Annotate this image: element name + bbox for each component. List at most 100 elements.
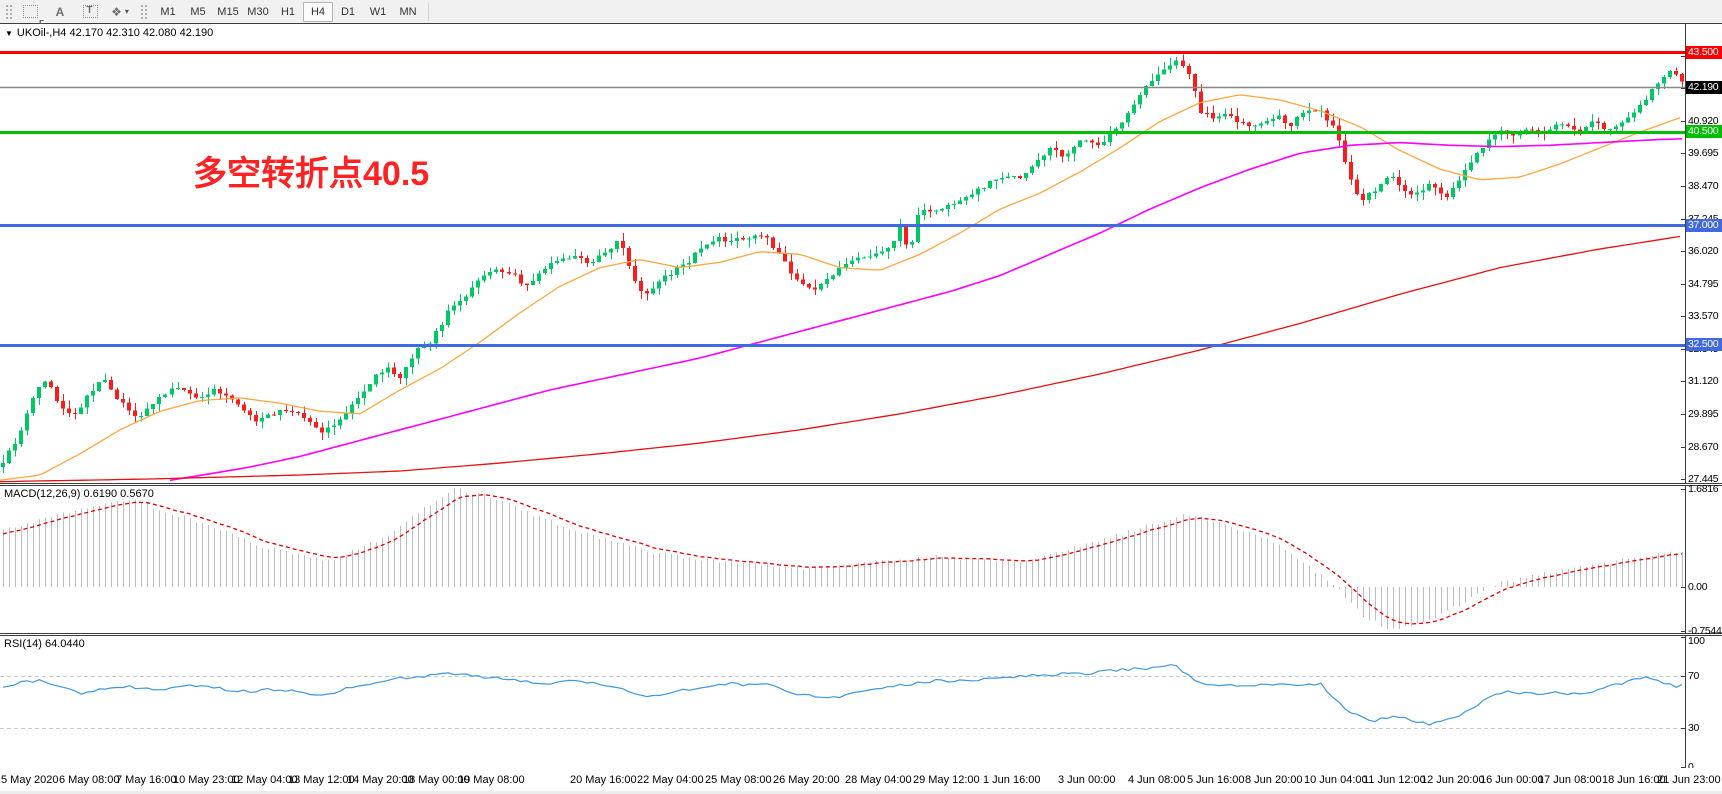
rsi-tick-label: 70: [1688, 670, 1700, 682]
macd-tick: [1681, 587, 1685, 588]
macd-tick: [1681, 489, 1685, 490]
text-box-tool-icon[interactable]: T: [78, 2, 102, 22]
time-axis-label: 29 May 12:00: [913, 774, 980, 786]
time-axis-label: 6 May 08:00: [59, 774, 120, 786]
timeframe-button-mn[interactable]: MN: [399, 5, 417, 18]
price-tick: [1681, 186, 1685, 187]
time-axis-label: 19 May 08:00: [458, 774, 525, 786]
toolbar-grip-2[interactable]: [140, 3, 148, 20]
panel-divider-2[interactable]: [0, 633, 1722, 636]
price-tick-label: 36.020: [1688, 245, 1719, 257]
macd-tick: [1681, 631, 1685, 632]
rsi-tick: [1681, 728, 1685, 729]
candlestick-chart[interactable]: [0, 24, 1685, 483]
time-axis-label: 12 May 04:00: [231, 774, 298, 786]
timeframe-button-m15[interactable]: M15: [217, 5, 239, 18]
rsi-tick: [1681, 637, 1685, 638]
time-axis-label: 5 Jun 16:00: [1187, 774, 1245, 786]
price-scale[interactable]: 43.37042.14540.92039.69538.47037.24536.0…: [1681, 24, 1722, 485]
macd-tick-label: 1.6816: [1688, 483, 1719, 495]
symbol-dropdown-icon[interactable]: ▼: [5, 28, 13, 38]
macd-tick-label: -0.7544: [1688, 625, 1722, 637]
price-tick: [1681, 316, 1685, 317]
time-axis-label: 8 Jun 20:00: [1245, 774, 1303, 786]
time-axis-label: 1 Jun 16:00: [983, 774, 1041, 786]
price-tick: [1681, 479, 1685, 480]
price-tick: [1681, 153, 1685, 154]
price-tick-label: 40.920: [1688, 115, 1719, 127]
rsi-scale[interactable]: 100 70 30 0: [1681, 635, 1721, 773]
timeframe-button-d1[interactable]: D1: [340, 5, 356, 18]
time-axis-label: 3 Jun 00:00: [1058, 774, 1116, 786]
rsi-tick-label: 30: [1688, 722, 1700, 734]
chart-annotation-text: 多空转折点40.5: [193, 155, 430, 193]
price-tick: [1681, 121, 1685, 122]
time-axis-label: 18 Jun 16:00: [1602, 774, 1666, 786]
ma-mid-magenta: [169, 137, 1683, 482]
time-axis-label: 10 Jun 04:00: [1304, 774, 1368, 786]
time-axis-label: 28 May 04:00: [845, 774, 912, 786]
rsi-chart[interactable]: [0, 636, 1685, 768]
current-price-badge: 42.190: [1686, 81, 1722, 94]
arrows-tool-icon[interactable]: ❖ ▾: [111, 4, 129, 19]
price-tick-label: 27.445: [1688, 473, 1719, 485]
price-tick-label: 39.695: [1688, 147, 1719, 159]
time-axis-label: 7 May 16:00: [116, 774, 177, 786]
rsi-label: RSI(14) 64.0440: [4, 638, 85, 650]
time-axis-label: 22 May 04:00: [637, 774, 704, 786]
macd-panel: 1.6816 0.00 -0.7544 MACD(12,26,9) 0.6190 0…: [0, 483, 1722, 637]
macd-scale[interactable]: 1.6816 0.00 -0.7544: [1681, 483, 1722, 637]
time-axis-label: 17 Jun 08:00: [1538, 774, 1602, 786]
timeframe-button-m30[interactable]: M30: [247, 5, 269, 18]
toolbar-grip[interactable]: [5, 3, 13, 20]
chart-title[interactable]: ▼ UKOil-,H4 42.170 42.310 42.080 42.190: [5, 27, 213, 39]
chart-title-text: UKOil-,H4 42.170 42.310 42.080 42.190: [16, 27, 214, 39]
time-axis-label: 4 Jun 08:00: [1128, 774, 1186, 786]
time-axis-label: 16 Jun 00:00: [1480, 774, 1544, 786]
price-tick-label: 34.795: [1688, 278, 1719, 290]
price-tick-label: 38.470: [1688, 180, 1719, 192]
ma-slow-red: [0, 235, 1681, 483]
time-axis-label: 5 May 2020: [1, 774, 59, 786]
macd-chart[interactable]: [0, 486, 1685, 633]
rsi-tick-label: 100: [1688, 635, 1705, 647]
time-axis-label: 18 May 00:00: [403, 774, 470, 786]
price-tick-label: 33.570: [1688, 310, 1719, 322]
rsi-tick-label: 0: [1688, 761, 1694, 773]
time-axis-label: 11 Jun 12:00: [1363, 774, 1426, 786]
price-tick: [1681, 447, 1685, 448]
time-axis-label: 20 May 16:00: [570, 774, 637, 786]
time-axis[interactable]: 5 May 2020 6 May 08:00 7 May 16:00 10 May 2…: [0, 768, 1722, 794]
price-badge-43.500: 43.500: [1686, 46, 1722, 59]
time-axis-label: 10 May 23:00: [173, 774, 240, 786]
price-badge-40.500: 40.500: [1686, 125, 1722, 138]
timeframe-button-m1[interactable]: M1: [160, 5, 176, 18]
time-axis-label: 26 May 20:00: [773, 774, 840, 786]
time-axis-label: 21 Jun 23:00: [1657, 774, 1721, 786]
price-tick: [1681, 381, 1685, 382]
text-label-tool-icon[interactable]: A: [55, 4, 65, 19]
timeframe-button-h4[interactable]: H4: [303, 1, 333, 22]
price-tick: [1681, 88, 1685, 89]
chart-frame-tool-icon[interactable]: F: [18, 2, 44, 28]
price-tick-label: 31.120: [1688, 375, 1719, 387]
price-tick: [1681, 284, 1685, 285]
price-tick: [1681, 251, 1685, 252]
rsi-tick: [1681, 767, 1685, 768]
rsi-panel: 100 70 30 0 RSI(14) 64.0440: [0, 635, 1722, 773]
panel-divider-1[interactable]: [0, 483, 1722, 486]
macd-tick-label: 0.00: [1688, 581, 1708, 593]
ma-fast-orange: [0, 94, 1681, 481]
price-tick-label: 28.670: [1688, 441, 1719, 453]
timeframe-button-m5[interactable]: M5: [190, 5, 206, 18]
timeframe-button-w1[interactable]: W1: [369, 5, 387, 18]
price-tick: [1681, 219, 1685, 220]
time-axis-label: 25 May 08:00: [705, 774, 772, 786]
price-chart-panel: 43.37042.14540.92039.69538.47037.24536.0…: [0, 24, 1722, 485]
price-tick: [1681, 56, 1685, 57]
macd-label: MACD(12,26,9) 0.6190 0.5670: [4, 488, 154, 500]
toolbar-separator: [428, 2, 429, 21]
rsi-line: [2, 664, 1683, 726]
timeframe-button-h1[interactable]: H1: [280, 5, 296, 18]
time-axis-label: 12 Jun 20:00: [1421, 774, 1485, 786]
